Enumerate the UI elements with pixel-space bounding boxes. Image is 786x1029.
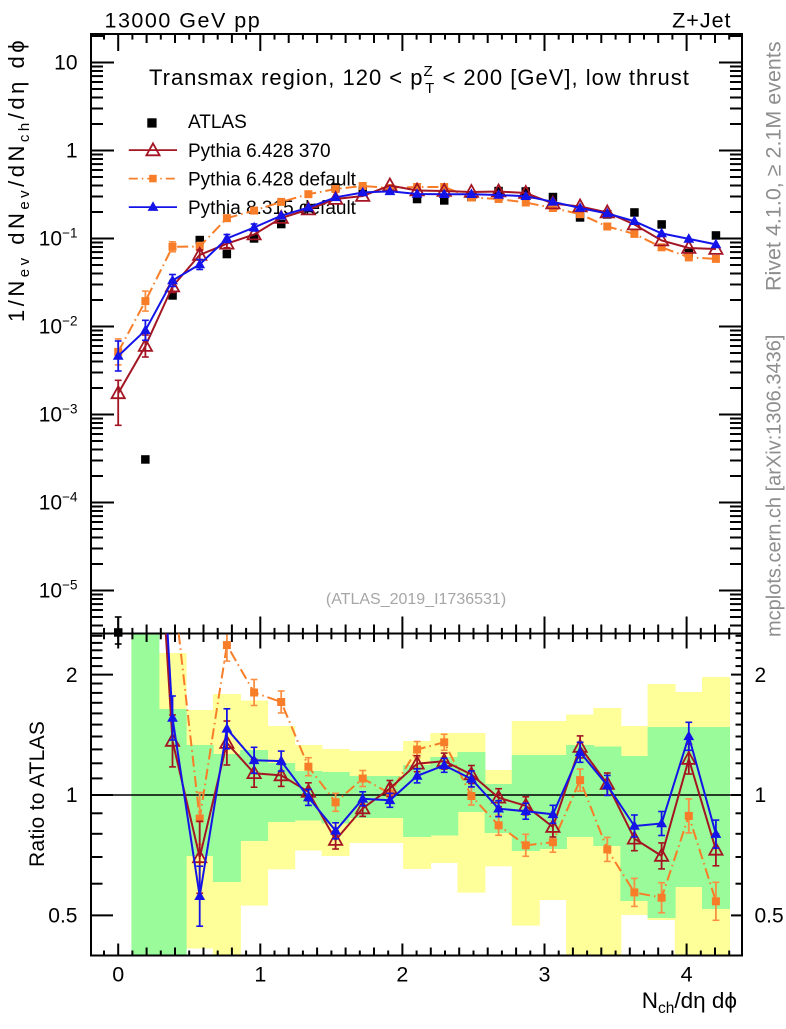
svg-text:1: 1 (755, 784, 767, 807)
svg-text:1: 1 (66, 784, 78, 807)
svg-text:0: 0 (112, 963, 124, 987)
svg-text:1: 1 (66, 140, 78, 163)
svg-text:0.5: 0.5 (48, 905, 77, 928)
svg-text:ATLAS: ATLAS (188, 112, 247, 133)
svg-text:Nch/dη dϕ: Nch/dη dϕ (642, 988, 737, 1017)
svg-text:1/Nev dNev/dNch/dη dϕ: 1/Nev dNev/dNch/dη dϕ (4, 37, 33, 322)
svg-text:Ratio to ATLAS: Ratio to ATLAS (26, 721, 49, 867)
svg-text:10: 10 (54, 52, 77, 75)
svg-text:10−1: 10−1 (39, 226, 78, 251)
svg-text:2: 2 (755, 664, 767, 687)
svg-text:3: 3 (539, 963, 551, 987)
svg-text:mcplots.cern.ch [arXiv:1306.34: mcplots.cern.ch [arXiv:1306.3436] (764, 335, 786, 637)
svg-text:(ATLAS_2019_I1736531): (ATLAS_2019_I1736531) (326, 591, 506, 608)
svg-text:0.5: 0.5 (755, 905, 784, 928)
svg-text:Z+Jet: Z+Jet (672, 9, 731, 33)
svg-text:4: 4 (681, 963, 693, 987)
svg-text:Rivet 4.1.0, ≥ 2.1M events: Rivet 4.1.0, ≥ 2.1M events (762, 41, 786, 291)
svg-text:Pythia 6.428 default: Pythia 6.428 default (188, 170, 357, 191)
svg-text:Pythia 6.428 370: Pythia 6.428 370 (188, 141, 331, 162)
svg-text:10−4: 10−4 (39, 490, 78, 515)
svg-text:2: 2 (396, 963, 408, 987)
svg-text:1: 1 (254, 963, 266, 987)
svg-text:13000 GeV pp: 13000 GeV pp (105, 9, 262, 33)
svg-text:2: 2 (66, 664, 78, 687)
